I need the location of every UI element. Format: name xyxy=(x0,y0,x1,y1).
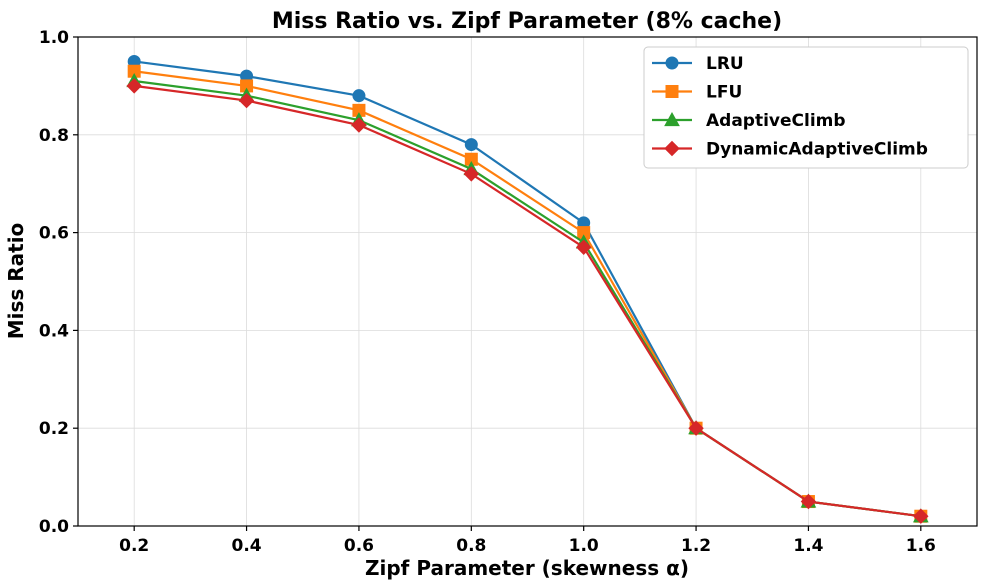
legend-label: LFU xyxy=(706,83,742,103)
x-tick-label: 1.6 xyxy=(906,536,936,556)
y-tick-label: 1.0 xyxy=(39,28,69,48)
x-axis-label: Zipf Parameter (skewness α) xyxy=(365,556,689,580)
y-tick-label: 0.0 xyxy=(39,517,69,537)
y-tick-label: 0.4 xyxy=(39,321,69,341)
data-point-dynamicadaptiveclimb xyxy=(913,508,929,524)
data-point-dynamicadaptiveclimb xyxy=(575,239,592,255)
legend-marker xyxy=(665,85,679,98)
legend-item-dynamicadaptiveclimb: DynamicAdaptiveClimb xyxy=(652,140,928,160)
legend-label: LRU xyxy=(706,54,744,74)
x-tick-label: 1.4 xyxy=(793,536,823,556)
data-point-dynamicadaptiveclimb xyxy=(238,92,255,109)
legend-item-lfu: LFU xyxy=(652,83,742,103)
x-tick-label: 0.6 xyxy=(344,536,374,556)
legend-marker xyxy=(665,56,679,70)
data-point-dynamicadaptiveclimb xyxy=(126,78,142,94)
legend-marker xyxy=(664,111,680,127)
x-tick-label: 0.2 xyxy=(119,536,149,556)
legend: LRU LFU AdaptiveClimb DynamicAdaptiveClimb xyxy=(643,46,969,169)
y-tick-label: 0.2 xyxy=(39,419,69,439)
series-group xyxy=(126,54,929,524)
legend-label: AdaptiveClimb xyxy=(706,111,846,131)
legend-item-lru: LRU xyxy=(652,54,744,74)
data-point-lru xyxy=(464,138,478,152)
series-dynamicadaptiveclimb xyxy=(126,78,929,524)
y-tick-label: 0.6 xyxy=(39,224,69,244)
x-tick-label: 0.4 xyxy=(232,536,262,556)
data-point-lru xyxy=(352,89,366,103)
data-point-dynamicadaptiveclimb xyxy=(463,166,480,182)
legend-item-adaptiveclimb: AdaptiveClimb xyxy=(652,111,846,131)
legend-marker xyxy=(664,140,680,157)
chart-title: Miss Ratio vs. Zipf Parameter (8% cache) xyxy=(272,9,782,34)
y-axis-label: Miss Ratio xyxy=(4,223,28,340)
data-point-dynamicadaptiveclimb xyxy=(800,493,817,510)
series-line-dynamicadaptiveclimb xyxy=(134,84,921,518)
x-axis-ticks: 0.2 0.4 0.6 0.8 1.0 1.2 1.4 1.6 xyxy=(119,526,936,556)
y-tick-label: 0.8 xyxy=(39,126,69,146)
x-tick-label: 1.0 xyxy=(569,536,599,556)
data-point-dynamicadaptiveclimb xyxy=(351,117,367,133)
data-point-dynamicadaptiveclimb xyxy=(688,420,704,436)
y-axis-ticks: 0.0 0.2 0.4 0.6 0.8 1.0 xyxy=(39,28,78,537)
x-tick-label: 1.2 xyxy=(681,536,711,556)
legend-label: DynamicAdaptiveClimb xyxy=(706,140,928,160)
plot-frame xyxy=(77,36,978,527)
legend-box xyxy=(643,46,969,169)
x-tick-label: 0.8 xyxy=(456,536,486,556)
